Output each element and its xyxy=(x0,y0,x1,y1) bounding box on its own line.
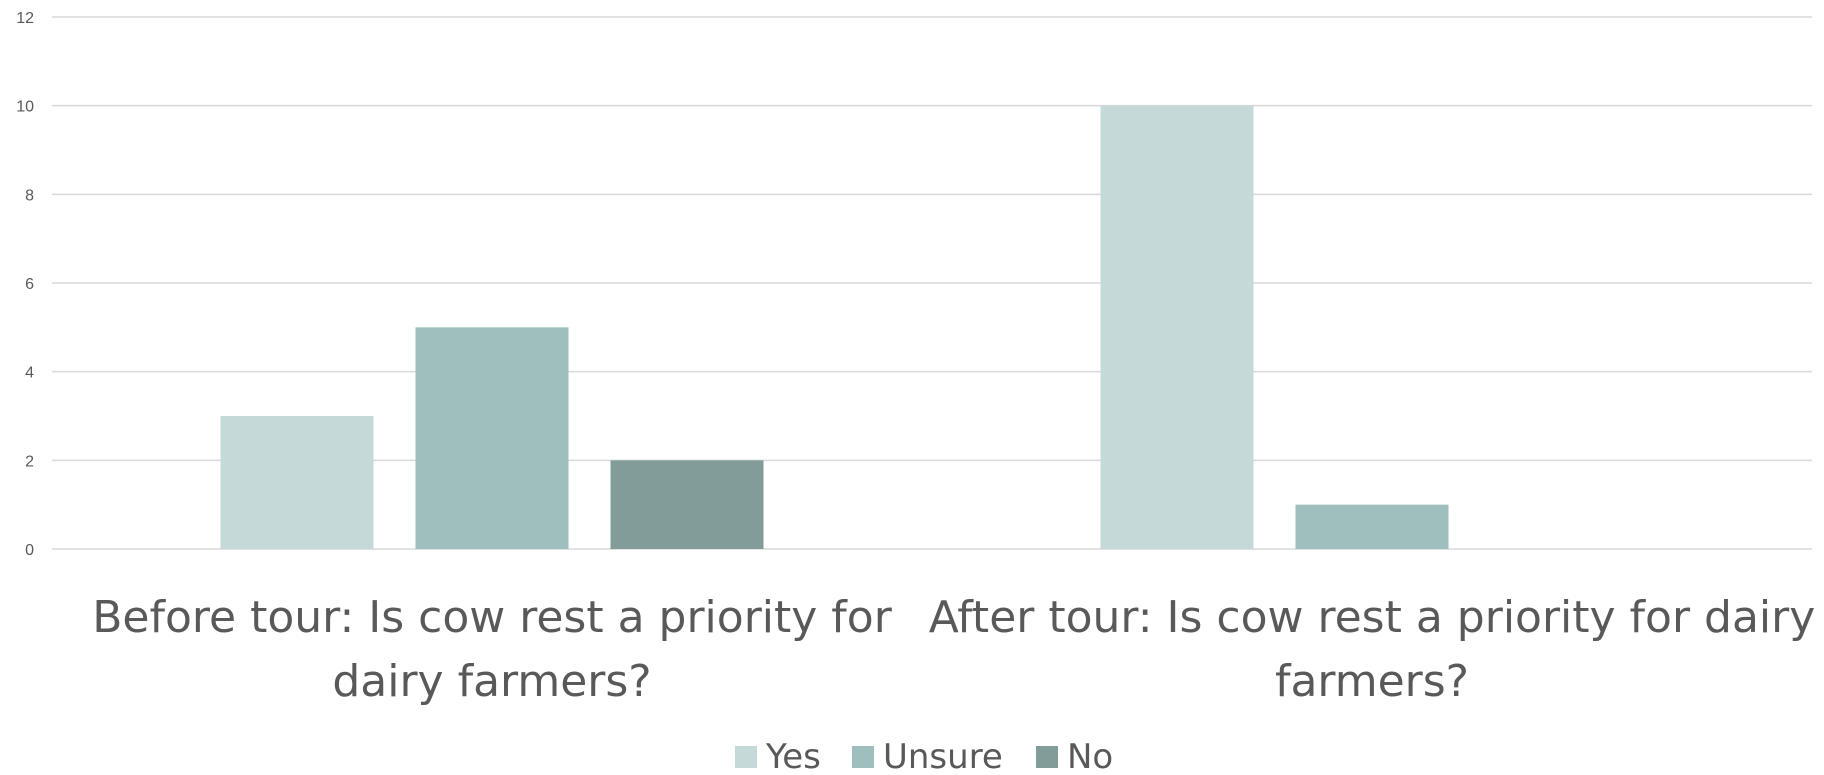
y-axis-tick-labels: 0 2 4 6 8 10 12 xyxy=(16,10,34,559)
bar-yes-after xyxy=(1100,105,1254,550)
bar-no-before xyxy=(610,460,764,549)
y-tick-label-12: 12 xyxy=(16,10,34,27)
category-label-1-line-1: farmers? xyxy=(1275,656,1469,707)
bar-yes-before xyxy=(220,416,374,549)
y-tick-label-4: 4 xyxy=(25,365,34,382)
legend: Yes Unsure No xyxy=(735,737,1113,775)
bars xyxy=(220,105,1449,550)
category-label-0-line-0: Before tour: Is cow rest a priority for xyxy=(92,592,892,643)
legend-label-no: No xyxy=(1067,737,1113,775)
y-tick-label-10: 10 xyxy=(16,99,34,116)
y-tick-label-2: 2 xyxy=(25,453,34,470)
y-tick-label-0: 0 xyxy=(25,542,34,559)
legend-label-unsure: Unsure xyxy=(883,737,1003,775)
y-tick-label-6: 6 xyxy=(25,276,34,293)
bar-unsure-before xyxy=(415,327,569,549)
legend-swatch-unsure xyxy=(852,746,874,768)
category-label-1-line-0: After tour: Is cow rest a priority for d… xyxy=(929,592,1816,643)
bar-unsure-after xyxy=(1295,504,1449,549)
y-tick-label-8: 8 xyxy=(25,187,34,204)
legend-swatch-no xyxy=(1036,746,1058,768)
category-labels: Before tour: Is cow rest a priority for d… xyxy=(92,592,1815,707)
legend-label-yes: Yes xyxy=(765,737,821,775)
legend-swatch-yes xyxy=(735,746,757,768)
category-label-0-line-1: dairy farmers? xyxy=(332,656,651,707)
